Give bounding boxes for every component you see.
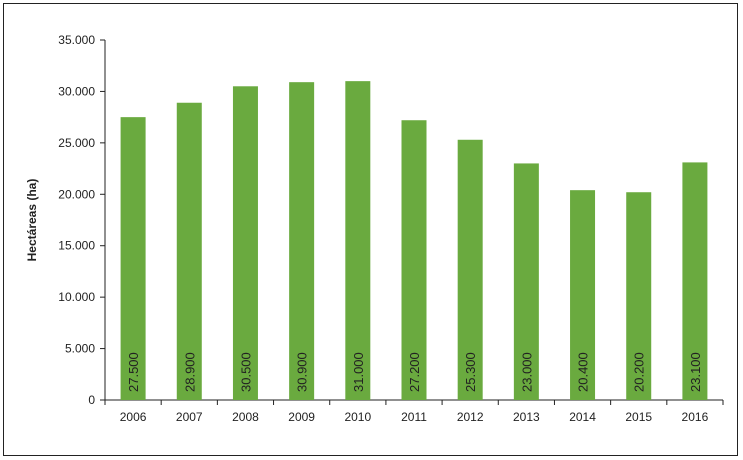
bar-2006 (120, 117, 146, 401)
y-tick-label: 10.000 (58, 290, 95, 304)
data-label: 23.100 (688, 352, 703, 392)
bar-2015 (626, 192, 652, 400)
x-tick-label: 2012 (457, 410, 484, 424)
y-tick-label: 25.000 (58, 136, 95, 150)
data-label: 20.200 (632, 352, 647, 392)
y-tick-label: 20.000 (58, 187, 95, 201)
x-tick-label: 2015 (625, 410, 652, 424)
bar-2013 (513, 163, 539, 400)
data-label: 25.300 (463, 352, 478, 392)
bar-2009 (289, 82, 315, 401)
x-tick-label: 2006 (120, 410, 147, 424)
x-tick-label: 2010 (344, 410, 371, 424)
y-tick-label: 0 (88, 393, 95, 407)
x-tick-label: 2014 (569, 410, 596, 424)
bar-2010 (345, 81, 371, 401)
x-tick-label: 2007 (176, 410, 203, 424)
x-tick-label: 2009 (288, 410, 315, 424)
data-label: 27.200 (407, 352, 422, 392)
bar-2016 (682, 162, 708, 400)
bar-2011 (401, 120, 427, 400)
data-label: 20.400 (576, 352, 591, 392)
bar-2012 (457, 139, 483, 400)
x-tick-label: 2011 (401, 410, 427, 424)
x-tick-label: 2013 (513, 410, 540, 424)
data-label: 28.900 (182, 352, 197, 392)
bar-2014 (570, 190, 596, 400)
data-label: 30.900 (295, 352, 310, 392)
data-label: 30.500 (238, 352, 253, 392)
y-tick-label: 15.000 (58, 239, 95, 253)
chart-frame (3, 3, 738, 456)
x-tick-label: 2016 (682, 410, 709, 424)
y-tick-label: 30.000 (58, 84, 95, 98)
data-label: 27.500 (126, 352, 141, 392)
y-tick-label: 5.000 (65, 342, 95, 356)
y-tick-label: 35.000 (58, 33, 95, 47)
bar-2007 (176, 102, 202, 400)
y-axis-label: Hectáreas (ha) (25, 179, 39, 262)
data-label: 31.000 (351, 352, 366, 392)
bar-2008 (232, 86, 258, 401)
data-label: 23.000 (519, 352, 534, 392)
x-tick-label: 2008 (232, 410, 259, 424)
